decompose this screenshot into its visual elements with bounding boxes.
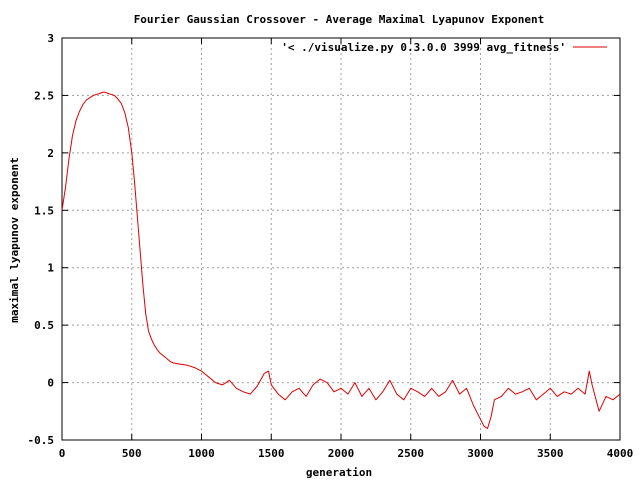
- y-tick-label: 0: [47, 377, 54, 390]
- grid-layer: [62, 38, 620, 440]
- x-tick-label: 500: [122, 447, 142, 460]
- x-tick-label: 1500: [258, 447, 285, 460]
- x-tick-label: 4000: [607, 447, 634, 460]
- y-tick-label: 2.5: [34, 89, 54, 102]
- y-tick-label: 3: [47, 32, 54, 45]
- x-tick-label: 2500: [398, 447, 425, 460]
- y-axis-label: maximal lyapunov exponent: [8, 157, 21, 323]
- x-axis-label: generation: [306, 466, 372, 479]
- y-tick-label: -0.5: [28, 434, 55, 447]
- y-tick-label: 2: [47, 147, 54, 160]
- x-tick-label: 2000: [328, 447, 355, 460]
- x-tick-label: 3500: [537, 447, 564, 460]
- x-tick-label: 1000: [188, 447, 215, 460]
- series-layer: [61, 91, 621, 429]
- series-line: [61, 91, 621, 429]
- x-tick-label: 3000: [467, 447, 494, 460]
- y-tick-label: 1.5: [34, 204, 54, 217]
- tick-layer: -0.5 0 0.5 1 1.5 2 2.5 3 0 500 1000 1500 2000 2500 300…: [28, 32, 634, 460]
- chart-title: Fourier Gaussian Crossover - Average Max…: [134, 13, 545, 26]
- x-tick-label: 0: [59, 447, 66, 460]
- y-tick-label: 1: [47, 262, 54, 275]
- y-tick-label: 0.5: [34, 319, 54, 332]
- legend: '< ./visualize.py 0.3.0.0 3999 avg_fitne…: [281, 41, 607, 54]
- legend-label: '< ./visualize.py 0.3.0.0 3999 avg_fitne…: [281, 41, 566, 54]
